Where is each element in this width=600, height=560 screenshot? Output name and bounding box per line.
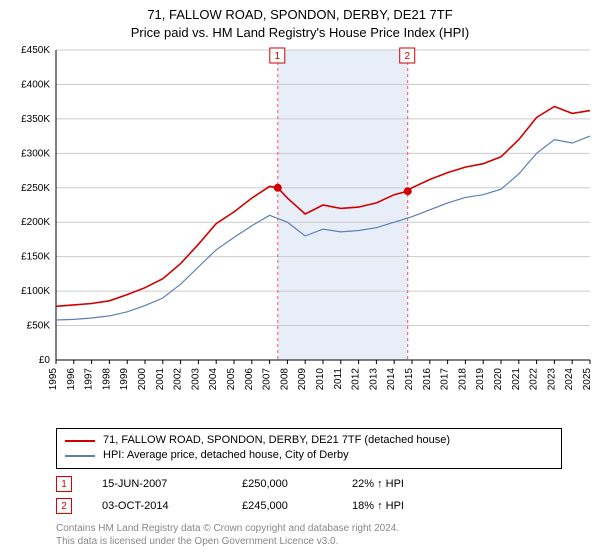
- footnote: Contains HM Land Registry data © Crown c…: [56, 522, 399, 548]
- title-line2: Price paid vs. HM Land Registry's House …: [0, 24, 600, 42]
- svg-text:2010: 2010: [315, 368, 326, 391]
- svg-text:£100K: £100K: [21, 286, 50, 297]
- page: 71, FALLOW ROAD, SPONDON, DERBY, DE21 7T…: [0, 0, 600, 560]
- svg-text:£450K: £450K: [21, 45, 50, 56]
- svg-text:1999: 1999: [119, 368, 130, 391]
- svg-text:2021: 2021: [511, 368, 522, 391]
- line-chart: £0 £50K £100K £150K £200K £250K £300K £350K £400…: [0, 42, 600, 422]
- svg-text:2005: 2005: [226, 368, 237, 391]
- svg-text:1997: 1997: [84, 368, 95, 391]
- svg-text:2009: 2009: [297, 368, 308, 391]
- svg-text:2012: 2012: [351, 368, 362, 391]
- svg-text:2019: 2019: [475, 368, 486, 391]
- title-line1: 71, FALLOW ROAD, SPONDON, DERBY, DE21 7T…: [0, 6, 600, 24]
- event-price: £245,000: [242, 500, 322, 512]
- svg-text:2018: 2018: [457, 368, 468, 391]
- svg-text:1998: 1998: [101, 368, 112, 391]
- svg-text:£50K: £50K: [27, 321, 51, 332]
- footnote-line2: This data is licensed under the Open Gov…: [56, 535, 399, 548]
- event-badge: 1: [56, 476, 72, 492]
- chart-area: £0 £50K £100K £150K £200K £250K £300K £350K £400…: [0, 42, 600, 422]
- svg-text:2023: 2023: [546, 368, 557, 391]
- svg-text:2020: 2020: [493, 368, 504, 391]
- legend: 71, FALLOW ROAD, SPONDON, DERBY, DE21 7T…: [56, 428, 562, 469]
- event-price: £250,000: [242, 478, 322, 490]
- svg-text:2024: 2024: [564, 368, 575, 391]
- svg-text:£400K: £400K: [21, 79, 50, 90]
- event-delta: 18% ↑ HPI: [352, 500, 442, 512]
- svg-text:£250K: £250K: [21, 183, 50, 194]
- svg-text:2015: 2015: [404, 368, 415, 391]
- svg-text:2002: 2002: [173, 368, 184, 391]
- legend-label-hpi: HPI: Average price, detached house, City…: [103, 448, 349, 463]
- event-date: 03-OCT-2014: [102, 500, 212, 512]
- svg-text:2016: 2016: [422, 368, 433, 391]
- svg-text:2008: 2008: [279, 368, 290, 391]
- svg-text:2013: 2013: [368, 368, 379, 391]
- svg-text:£150K: £150K: [21, 252, 50, 263]
- svg-text:£300K: £300K: [21, 148, 50, 159]
- events-table: 1 15-JUN-2007 £250,000 22% ↑ HPI 2 03-OC…: [56, 470, 442, 516]
- svg-text:2025: 2025: [582, 368, 593, 391]
- footnote-line1: Contains HM Land Registry data © Crown c…: [56, 522, 399, 535]
- svg-text:1996: 1996: [66, 368, 77, 391]
- svg-text:£200K: £200K: [21, 217, 50, 228]
- svg-text:2006: 2006: [244, 368, 255, 391]
- svg-text:2000: 2000: [137, 368, 148, 391]
- svg-text:2007: 2007: [262, 368, 273, 391]
- event-row: 2 03-OCT-2014 £245,000 18% ↑ HPI: [56, 498, 442, 514]
- svg-text:2014: 2014: [386, 368, 397, 391]
- svg-text:2022: 2022: [529, 368, 540, 391]
- legend-row-hpi: HPI: Average price, detached house, City…: [65, 448, 553, 463]
- svg-text:£0: £0: [39, 355, 51, 366]
- legend-swatch-property: [65, 440, 95, 442]
- event-delta: 22% ↑ HPI: [352, 478, 442, 490]
- svg-text:1: 1: [275, 51, 281, 62]
- event-row: 1 15-JUN-2007 £250,000 22% ↑ HPI: [56, 476, 442, 492]
- svg-text:£350K: £350K: [21, 114, 50, 125]
- svg-text:2004: 2004: [208, 368, 219, 391]
- event-date: 15-JUN-2007: [102, 478, 212, 490]
- svg-text:2001: 2001: [155, 368, 166, 391]
- chart-title: 71, FALLOW ROAD, SPONDON, DERBY, DE21 7T…: [0, 0, 600, 41]
- svg-text:2011: 2011: [333, 368, 344, 390]
- legend-swatch-hpi: [65, 455, 95, 457]
- svg-text:2003: 2003: [190, 368, 201, 391]
- event-badge: 2: [56, 498, 72, 514]
- legend-row-property: 71, FALLOW ROAD, SPONDON, DERBY, DE21 7T…: [65, 433, 553, 448]
- legend-label-property: 71, FALLOW ROAD, SPONDON, DERBY, DE21 7T…: [103, 433, 450, 448]
- svg-text:1995: 1995: [48, 368, 59, 391]
- svg-text:2017: 2017: [440, 368, 451, 391]
- svg-text:2: 2: [404, 51, 410, 62]
